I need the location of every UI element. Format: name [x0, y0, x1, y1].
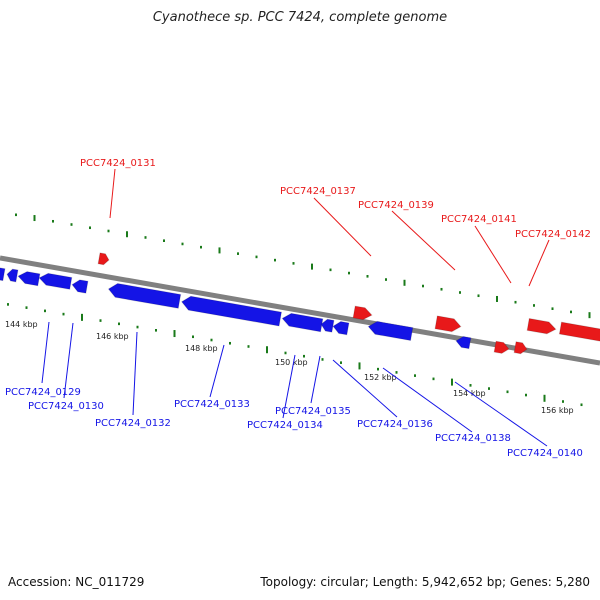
gene-arrow-shape — [455, 335, 472, 350]
gene-arrow-shape — [107, 282, 182, 309]
reverse-gene-arrow — [38, 272, 73, 290]
reverse-gene-leader — [382, 367, 473, 433]
reverse-gene-arrow — [320, 318, 335, 333]
forward-gene-label: PCC7424_0139 — [358, 200, 434, 211]
scale-tick-label: 150 kbp — [275, 358, 308, 367]
gene-arrow-shape — [367, 320, 414, 342]
gene-arrows — [0, 252, 600, 355]
gene-arrow-shape — [332, 321, 350, 336]
reverse-gene-arrow — [181, 295, 283, 327]
forward-gene-arrow — [352, 305, 373, 321]
reverse-gene-label: PCC7424_0134 — [247, 420, 323, 431]
reverse-gene-arrow — [107, 282, 182, 309]
gene-arrow-shape — [526, 317, 557, 335]
gene-arrow-shape — [558, 321, 600, 344]
scale-tick-label: 144 kbp — [5, 320, 38, 329]
forward-gene-leader — [109, 168, 116, 219]
reverse-gene-arrow — [6, 268, 19, 283]
genome-summary-text: Topology: circular; Length: 5,942,652 bp… — [260, 575, 590, 589]
forward-gene-leader — [528, 239, 550, 287]
reverse-gene-leader — [63, 322, 74, 399]
reverse-gene-label: PCC7424_0138 — [435, 433, 511, 444]
reverse-gene-leader — [282, 354, 296, 419]
gene-arrow-shape — [352, 305, 373, 321]
reverse-gene-leader — [310, 355, 321, 404]
forward-gene-arrow — [558, 321, 600, 344]
reverse-gene-label: PCC7424_0130 — [28, 401, 104, 412]
forward-gene-label: PCC7424_0142 — [515, 229, 591, 240]
map-title: Cyanothece sp. PCC 7424, complete genome — [152, 10, 448, 25]
reverse-gene-label: PCC7424_0133 — [174, 399, 250, 410]
scale-tick-label: 152 kbp — [364, 373, 397, 382]
reverse-gene-label: PCC7424_0140 — [507, 448, 583, 459]
reverse-gene-arrow — [455, 335, 472, 350]
forward-gene-arrow — [513, 341, 528, 355]
gene-arrow-shape — [0, 267, 6, 282]
reverse-gene-arrow — [0, 267, 6, 282]
scale-ticks: 144 kbp 146 kbp 148 kbp 150 kbp 152 kbp 154 k… — [5, 213, 591, 415]
forward-gene-arrow — [97, 252, 110, 266]
forward-gene-arrow — [526, 317, 557, 335]
reverse-gene-label: PCC7424_0132 — [95, 418, 171, 429]
scale-tick-label: 154 kbp — [453, 389, 486, 398]
gene-arrow-shape — [17, 271, 41, 287]
forward-gene-arrow — [434, 315, 462, 333]
reverse-gene-label: PCC7424_0136 — [357, 419, 433, 430]
reverse-gene-leader — [132, 331, 138, 416]
gene-arrow-shape — [493, 340, 510, 354]
scale-tick-label: 148 kbp — [185, 344, 218, 353]
reverse-gene-arrow — [281, 312, 324, 333]
backbone-group — [0, 255, 600, 366]
forward-gene-label: PCC7424_0141 — [441, 214, 517, 225]
reverse-gene-arrow — [71, 279, 89, 294]
reverse-gene-label: PCC7424_0129 — [5, 387, 81, 398]
reverse-gene-arrow — [367, 320, 414, 342]
gene-arrow-shape — [6, 268, 19, 283]
gene-arrow-shape — [320, 318, 335, 333]
forward-gene-leader — [313, 197, 372, 257]
gene-arrow-shape — [513, 341, 528, 355]
reverse-gene-leader — [41, 321, 50, 384]
reverse-gene-leader — [332, 359, 398, 418]
scale-tick-label: 156 kbp — [541, 406, 574, 415]
gene-arrow-shape — [181, 295, 283, 327]
genome-backbone — [0, 255, 600, 366]
forward-gene-arrow — [493, 340, 510, 354]
gene-arrow-shape — [434, 315, 462, 333]
accession-text: Accession: NC_011729 — [8, 575, 145, 589]
gene-arrow-shape — [71, 279, 89, 294]
scale-tick-label: 146 kbp — [96, 332, 129, 341]
reverse-gene-arrow — [332, 321, 350, 336]
reverse-gene-leader — [209, 344, 225, 398]
forward-gene-leader — [474, 225, 512, 284]
gene-arrow-shape — [38, 272, 73, 290]
gene-arrow-shape — [281, 312, 324, 333]
forward-gene-label: PCC7424_0131 — [80, 158, 156, 169]
gene-arrow-shape — [97, 252, 110, 266]
forward-gene-leader — [391, 210, 456, 271]
reverse-gene-leader — [454, 381, 548, 447]
reverse-gene-arrow — [17, 271, 41, 287]
reverse-gene-label: PCC7424_0135 — [275, 406, 351, 417]
forward-gene-label: PCC7424_0137 — [280, 186, 356, 197]
